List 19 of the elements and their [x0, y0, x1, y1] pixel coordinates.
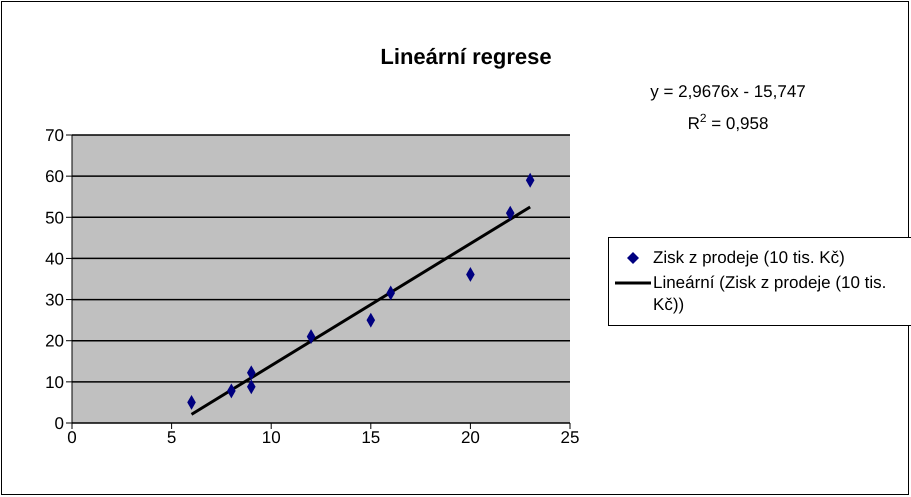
- y-tick-label: 0: [54, 414, 64, 434]
- x-tick-label: 10: [262, 428, 281, 448]
- x-tick-label: 0: [67, 428, 77, 448]
- text: y = 2,9676x - 15,747: [650, 82, 806, 101]
- y-tick-label: 10: [45, 372, 64, 392]
- legend-label: Zisk z prodeje (10 tis. Kč): [653, 247, 845, 269]
- y-tick-label: 60: [45, 167, 64, 186]
- y-tick-label: 20: [45, 332, 64, 351]
- legend-label: Lineární (Zisk z prodeje (10 tis. Kč)): [653, 272, 888, 316]
- text: R$^{2}$ = 0,958: [688, 111, 768, 133]
- y-tick-label: 70: [45, 126, 64, 146]
- y-tick-label: 50: [45, 208, 64, 228]
- x-tick-label: 5: [166, 428, 176, 448]
- x-tick-label: 15: [361, 428, 380, 448]
- x-tick-label: 25: [560, 428, 580, 448]
- y-tick-label: 40: [45, 249, 64, 268]
- chart-title: Lineární regrese: [380, 44, 552, 69]
- y-tick-label: 30: [45, 290, 64, 310]
- x-tick-label: 20: [460, 428, 480, 448]
